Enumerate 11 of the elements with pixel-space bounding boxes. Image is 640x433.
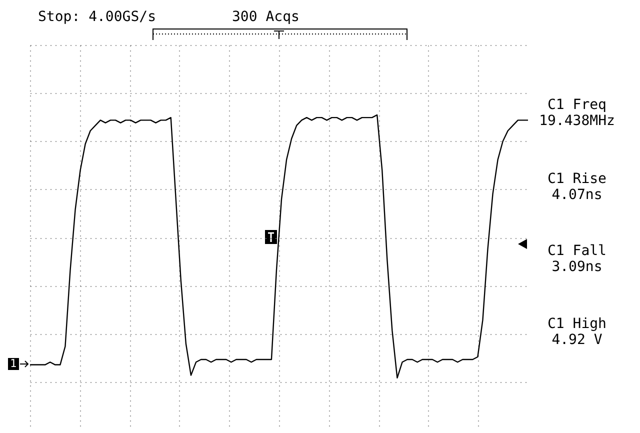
text: Stop: 4.00GS/s	[38, 9, 156, 25]
text: C1 Fall	[546, 243, 608, 259]
text: 19.438MHz	[538, 113, 616, 129]
text: 3.09ns	[550, 259, 604, 275]
text: C1 Freq	[546, 97, 608, 113]
text: 1	[8, 357, 19, 370]
text: 4.92 V	[550, 332, 604, 348]
text: C1 Rise	[546, 171, 608, 187]
text: 300 Acqs	[232, 9, 300, 25]
text: 4.07ns	[550, 187, 604, 203]
text: C1 High	[546, 316, 608, 332]
